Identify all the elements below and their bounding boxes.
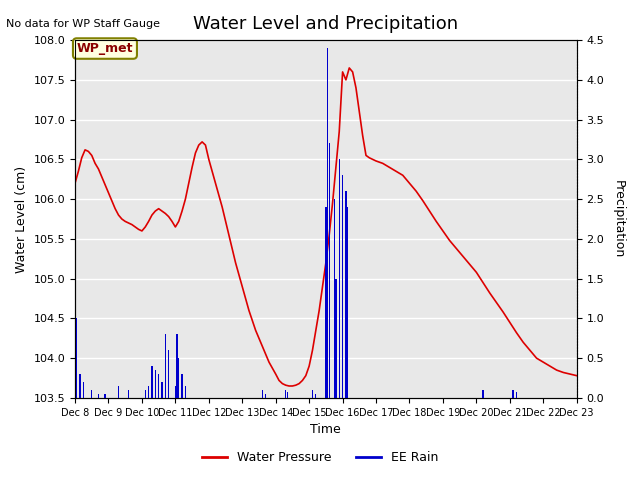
Title: Water Level and Precipitation: Water Level and Precipitation xyxy=(193,15,458,33)
Bar xyxy=(168,350,170,398)
Bar xyxy=(483,390,484,398)
Bar xyxy=(312,390,313,398)
Bar xyxy=(128,390,129,398)
Bar xyxy=(148,386,149,398)
Bar xyxy=(335,279,337,398)
Bar xyxy=(76,318,77,398)
Bar xyxy=(342,175,343,398)
Bar xyxy=(158,374,159,398)
Bar xyxy=(185,386,186,398)
Bar xyxy=(155,370,156,398)
Bar xyxy=(339,159,340,398)
Bar xyxy=(285,390,286,398)
Bar xyxy=(177,334,178,398)
Y-axis label: Precipitation: Precipitation xyxy=(612,180,625,258)
Bar xyxy=(164,334,166,398)
Bar xyxy=(178,358,179,398)
Bar xyxy=(328,144,330,398)
Bar xyxy=(98,394,99,398)
Bar xyxy=(516,392,517,398)
Bar xyxy=(151,366,152,398)
Bar xyxy=(333,199,335,398)
Bar xyxy=(265,394,266,398)
Bar xyxy=(345,191,347,398)
Text: No data for WP Staff Gauge: No data for WP Staff Gauge xyxy=(6,19,161,29)
Bar xyxy=(104,394,106,398)
Bar xyxy=(513,390,514,398)
Bar xyxy=(91,390,92,398)
Bar xyxy=(181,374,182,398)
Bar xyxy=(325,207,326,398)
Bar xyxy=(262,390,263,398)
X-axis label: Time: Time xyxy=(310,423,341,436)
Bar xyxy=(327,48,328,398)
Bar xyxy=(79,374,81,398)
Bar xyxy=(83,382,84,398)
Bar xyxy=(175,386,176,398)
Bar xyxy=(145,390,146,398)
Bar xyxy=(118,386,119,398)
Bar xyxy=(347,207,348,398)
Legend: Water Pressure, EE Rain: Water Pressure, EE Rain xyxy=(196,446,444,469)
Bar xyxy=(161,382,163,398)
Y-axis label: Water Level (cm): Water Level (cm) xyxy=(15,166,28,273)
Bar xyxy=(287,392,288,398)
Text: WP_met: WP_met xyxy=(77,42,133,55)
Bar xyxy=(315,394,317,398)
